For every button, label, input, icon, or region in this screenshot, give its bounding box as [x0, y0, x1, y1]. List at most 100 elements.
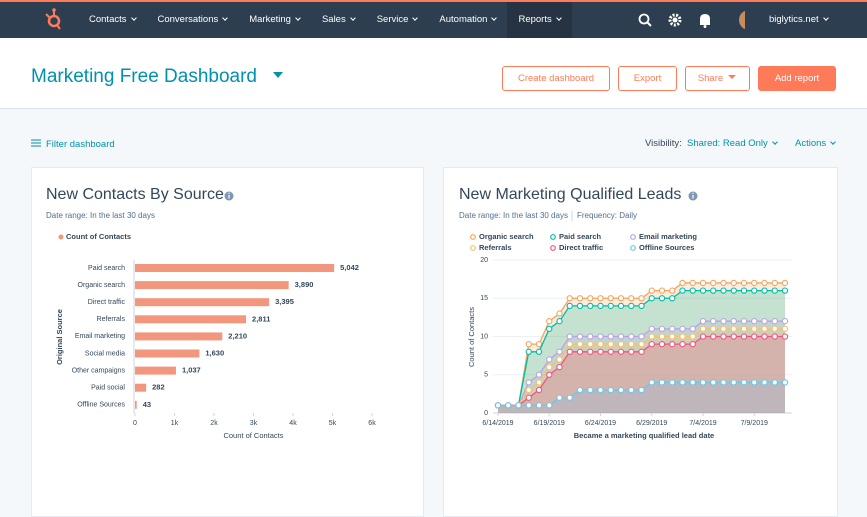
data-point — [587, 295, 594, 302]
nav-item[interactable]: Service — [366, 2, 429, 38]
info-icon[interactable] — [224, 191, 234, 201]
filter-label: Filter dashboard — [46, 139, 115, 150]
header: Marketing Free Dashboard Create dashboar… — [0, 38, 867, 109]
settings-icon[interactable] — [668, 13, 682, 27]
account-menu[interactable]: biglytics.net — [769, 2, 828, 38]
data-point — [658, 295, 666, 302]
x-tick-label: 6k — [368, 420, 376, 427]
value-label: 2,811 — [252, 314, 270, 323]
nav-item[interactable]: Contacts — [78, 2, 147, 38]
data-point — [648, 295, 655, 302]
data-point — [638, 302, 645, 310]
nav-item[interactable]: Reports — [507, 2, 572, 38]
data-point — [730, 325, 737, 332]
data-point — [525, 379, 532, 386]
data-point — [720, 379, 727, 386]
x-tick-label: 6/29/2019 — [636, 420, 667, 427]
data-point — [669, 340, 676, 348]
data-point — [730, 279, 737, 287]
data-point — [617, 302, 625, 310]
legend-marker — [470, 234, 476, 240]
value-label: 1,037 — [182, 366, 201, 375]
data-point — [617, 333, 625, 340]
legend-label: Paid search — [559, 232, 602, 241]
value-label: 3,395 — [275, 297, 294, 306]
y-tick-label: Organic search — [78, 282, 126, 289]
data-point — [771, 379, 778, 386]
actions-dropdown[interactable]: Actions — [795, 138, 835, 149]
nav-item[interactable]: Marketing — [238, 2, 311, 38]
data-point — [587, 333, 594, 340]
nav-item[interactable]: Conversations — [147, 2, 239, 38]
x-tick-label: 0 — [133, 420, 137, 427]
chart-subtitle: Date range: In the last 30 days — [46, 211, 155, 220]
y-tick-label: 10 — [480, 333, 488, 340]
data-point — [669, 287, 676, 294]
data-point — [556, 363, 563, 371]
data-point — [730, 333, 737, 340]
data-point — [628, 386, 635, 394]
avatar[interactable] — [739, 10, 745, 30]
search-icon[interactable] — [638, 13, 652, 27]
data-point — [525, 348, 532, 355]
data-point — [689, 325, 696, 332]
data-point — [638, 386, 645, 394]
x-axis-label: Became a marketing qualified lead date — [574, 431, 714, 440]
x-tick-label: 5k — [329, 420, 337, 427]
share-button[interactable]: Share — [685, 66, 750, 91]
nav-item[interactable]: Sales — [311, 2, 366, 38]
visibility-dropdown[interactable]: Shared: Read Only — [687, 138, 777, 149]
data-point — [761, 279, 768, 287]
data-point — [679, 287, 686, 294]
filter-icon — [31, 139, 41, 147]
data-point — [576, 348, 584, 355]
data-point — [689, 379, 696, 386]
info-icon[interactable] — [688, 191, 698, 201]
data-point — [648, 287, 655, 294]
data-point — [689, 279, 696, 287]
data-point — [587, 386, 594, 394]
dashboard-title[interactable]: Marketing Free Dashboard — [31, 66, 284, 88]
export-button[interactable]: Export — [618, 66, 677, 91]
data-point — [751, 287, 758, 294]
data-point — [566, 302, 573, 310]
data-point — [658, 340, 666, 348]
data-point — [781, 325, 789, 332]
x-tick-label: 6/19/2019 — [534, 420, 565, 427]
data-point — [679, 279, 686, 287]
data-point — [761, 325, 768, 332]
data-point — [720, 279, 727, 287]
y-tick-label: Referrals — [97, 316, 126, 323]
data-point — [740, 318, 748, 325]
data-point — [730, 318, 737, 325]
notifications-icon[interactable] — [700, 14, 710, 28]
logo[interactable] — [40, 2, 70, 38]
nav-item[interactable]: Automation — [428, 2, 507, 38]
data-point — [566, 295, 573, 302]
data-point — [720, 325, 727, 332]
data-point — [576, 340, 584, 348]
data-point — [699, 333, 707, 340]
data-point — [781, 379, 789, 386]
data-point — [587, 348, 594, 355]
series-area — [498, 336, 785, 413]
data-point — [525, 394, 532, 401]
data-point — [669, 333, 676, 340]
data-point — [710, 318, 717, 325]
data-point — [607, 348, 614, 355]
share-caret — [728, 75, 737, 79]
data-point — [751, 318, 758, 325]
data-point — [566, 333, 573, 340]
create-dashboard-button[interactable]: Create dashboard — [502, 66, 610, 91]
data-point — [546, 371, 553, 378]
y-tick-label: 5 — [484, 372, 488, 379]
data-point — [710, 379, 717, 386]
y-tick-label: Other campaigns — [72, 367, 126, 374]
data-point — [638, 348, 645, 355]
value-label: 43 — [143, 400, 151, 409]
add-report-button[interactable]: Add report — [758, 66, 836, 91]
chart-title: New Marketing Qualified Leads — [459, 186, 681, 203]
filter-dashboard[interactable]: Filter dashboard — [31, 138, 115, 150]
x-tick-label: 1k — [171, 420, 179, 427]
value-label: 2,210 — [228, 331, 247, 340]
